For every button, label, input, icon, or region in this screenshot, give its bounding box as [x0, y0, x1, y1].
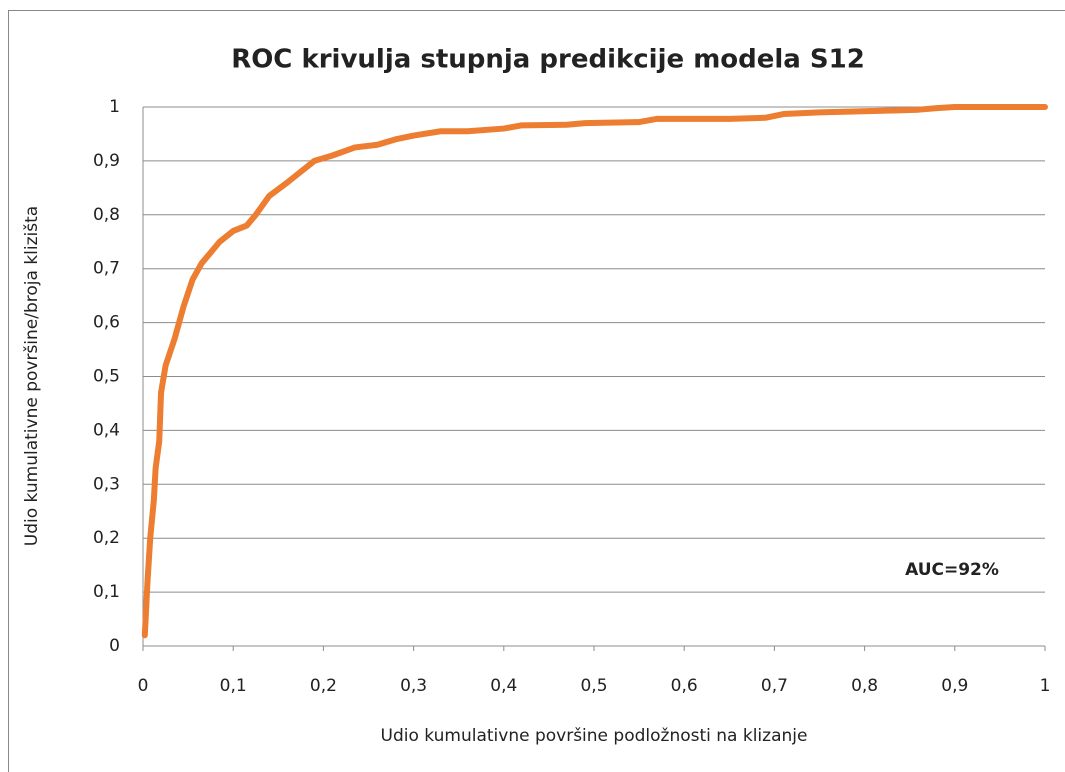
x-tick-label: 0 — [138, 676, 149, 696]
y-tick-label: 0,7 — [93, 259, 120, 279]
y-tick-label: 0,1 — [93, 582, 120, 602]
x-tick-label: 0,9 — [941, 676, 968, 696]
y-tick-label: 0,4 — [93, 420, 120, 440]
x-tick-label: 0,5 — [580, 676, 607, 696]
y-tick-label: 0,9 — [93, 151, 120, 171]
roc-line — [141, 104, 1048, 639]
y-tick-label: 0 — [109, 636, 120, 656]
y-tick-label: 0,6 — [93, 313, 120, 333]
x-tick-label: 0,4 — [490, 676, 517, 696]
y-tick-label: 1 — [109, 97, 120, 117]
x-tick-label: 1 — [1040, 676, 1051, 696]
y-tick-label: 0,3 — [93, 474, 120, 494]
x-tick-label: 0,3 — [400, 676, 427, 696]
x-tick-label: 0,8 — [851, 676, 878, 696]
y-tick-label: 0,8 — [93, 205, 120, 225]
y-axis-label: Udio kumulativne površine/broja klizišta — [22, 206, 42, 546]
y-tick-label: 0,2 — [93, 528, 120, 548]
x-tick-label: 0,1 — [220, 676, 247, 696]
chart-title: ROC krivulja stupnja predikcije modela S… — [231, 45, 865, 75]
y-tick-label: 0,5 — [93, 367, 120, 387]
x-axis-label: Udio kumulativne površine podložnosti na… — [381, 726, 808, 746]
x-tick-label: 0,2 — [310, 676, 337, 696]
annotation: AUC=92% — [905, 560, 999, 580]
x-tick-label: 0,7 — [761, 676, 788, 696]
chart-frame — [8, 10, 1065, 772]
x-tick-label: 0,6 — [671, 676, 698, 696]
